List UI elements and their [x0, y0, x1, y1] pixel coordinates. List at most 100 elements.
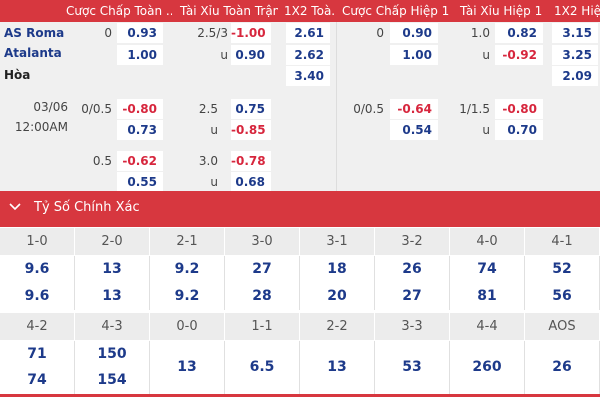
score-label: 3-1	[300, 228, 375, 255]
score-odds-top[interactable]: 9.6	[0, 256, 75, 283]
ou-u-label: u	[220, 48, 228, 62]
score-label: 4-0	[450, 228, 525, 255]
score-odds-top[interactable]: 52	[525, 256, 600, 283]
alt1-hcp-away-odds[interactable]: 0.73	[117, 120, 163, 140]
score-labels-row-2: 4-2 4-3 0-0 1-1 2-2 3-3 4-4 AOS	[0, 313, 600, 340]
header-1x2-full[interactable]: 1X2 Toà...	[278, 0, 336, 22]
alt1-hcp-line: 0/0.5	[81, 102, 112, 116]
score-label: 2-1	[150, 228, 225, 255]
odds-table: AS Roma Atalanta Hòa 03/06 12:00AM 0 0.9…	[0, 22, 600, 192]
chevron-down-icon[interactable]	[8, 199, 22, 213]
score-labels-row-1: 1-0 2-0 2-1 3-0 3-1 3-2 4-0 4-1	[0, 228, 600, 255]
team-home: AS Roma	[4, 26, 65, 40]
score-label: 0-0	[150, 313, 225, 340]
match-date: 03/06	[33, 100, 68, 114]
score-odds-top[interactable]: 26	[375, 256, 450, 283]
match-time: 12:00AM	[14, 120, 68, 134]
h1-x12-away-odds[interactable]: 3.25	[552, 45, 598, 65]
alt1-h1-ou-over-odds[interactable]: -0.80	[495, 99, 543, 119]
score-odds-bottom[interactable]: 74	[0, 367, 75, 394]
score-values-row-2: 71 150 74 154 13 6.5 13 53 260 26	[0, 341, 600, 394]
bottom-border	[0, 394, 600, 397]
alt1-h1-ou-under-odds[interactable]: 0.70	[495, 120, 543, 140]
alt1-h1-hcp-home-odds[interactable]: -0.64	[390, 99, 438, 119]
ou-over-odds[interactable]: -1.00	[231, 23, 271, 43]
score-odds-top[interactable]: 9.2	[150, 256, 225, 283]
score-odds-bottom[interactable]: 20	[300, 283, 375, 310]
score-odds-single[interactable]: 53	[375, 341, 450, 394]
score-odds-top[interactable]: 71	[0, 341, 75, 367]
score-label: AOS	[525, 313, 600, 340]
h1-ou-over-odds[interactable]: 0.82	[495, 23, 543, 43]
alt2-ou-over-odds[interactable]: -0.78	[231, 151, 271, 171]
score-odds-single[interactable]: 26	[525, 341, 600, 394]
score-odds-bottom[interactable]: 28	[225, 283, 300, 310]
alt1-ou-under-odds[interactable]: -0.85	[231, 120, 271, 140]
score-label: 4-1	[525, 228, 600, 255]
score-label: 1-0	[0, 228, 75, 255]
h1-x12-draw-odds[interactable]: 2.09	[552, 66, 598, 86]
score-odds-bottom[interactable]: 13	[75, 283, 150, 310]
alt1-ou-over-odds[interactable]: 0.75	[231, 99, 271, 119]
x12-home-odds[interactable]: 2.61	[286, 23, 330, 43]
x12-away-odds[interactable]: 2.62	[286, 45, 330, 65]
h1-hcp-home-odds[interactable]: 0.90	[390, 23, 438, 43]
score-odds-single[interactable]: 6.5	[225, 341, 300, 394]
header-left-blank	[0, 0, 58, 22]
score-values-row-1: 9.6 13 9.2 27 18 26 74 52 9.6 13 9.2 28 20 27 81 56	[0, 256, 600, 310]
score-odds-bottom[interactable]: 9.2	[150, 283, 225, 310]
h1-hcp-away-odds[interactable]: 1.00	[390, 45, 438, 65]
h1-hcp-line: 0	[376, 26, 384, 40]
alt1-ou-line: 2.5	[198, 102, 218, 116]
score-odds-bottom[interactable]: 27	[375, 283, 450, 310]
ou-line: 2.5/3	[197, 26, 228, 40]
h1-ou-u-label: u	[482, 48, 490, 62]
score-odds-top[interactable]: 150	[75, 341, 150, 367]
score-label: 4-3	[75, 313, 150, 340]
header-hcp-full[interactable]: Cược Chấp Toàn ...	[58, 0, 172, 22]
hcp-away-odds[interactable]: 1.00	[117, 45, 163, 65]
alt2-ou-u-label: u	[210, 175, 218, 189]
score-odds-bottom[interactable]: 56	[525, 283, 600, 310]
alt2-ou-under-odds[interactable]: 0.68	[231, 172, 271, 192]
score-odds-top[interactable]: 18	[300, 256, 375, 283]
score-odds-top[interactable]: 27	[225, 256, 300, 283]
header-ou-full[interactable]: Tài Xỉu Toàn Trận	[172, 0, 278, 22]
header-1x2-h1[interactable]: 1X2 Hiệ...	[550, 0, 600, 22]
correct-score-header[interactable]: Tỷ Số Chính Xác	[0, 191, 600, 227]
score-odds-top[interactable]: 74	[450, 256, 525, 283]
alt1-h1-ou-line: 1/1.5	[459, 102, 490, 116]
hcp-line: 0	[104, 26, 112, 40]
alt1-hcp-home-odds[interactable]: -0.80	[117, 99, 163, 119]
score-odds-single[interactable]: 13	[150, 341, 225, 394]
hcp-home-odds[interactable]: 0.93	[117, 23, 163, 43]
score-odds-single[interactable]: 260	[450, 341, 525, 394]
score-odds-bottom[interactable]: 9.6	[0, 283, 75, 310]
alt1-h1-hcp-away-odds[interactable]: 0.54	[390, 120, 438, 140]
score-label: 3-2	[375, 228, 450, 255]
h1-x12-home-odds[interactable]: 3.15	[552, 23, 598, 43]
x12-draw-odds[interactable]: 3.40	[286, 66, 330, 86]
alt1-h1-hcp-line: 0/0.5	[353, 102, 384, 116]
alt2-hcp-home-odds[interactable]: -0.62	[117, 151, 163, 171]
score-odds-single[interactable]: 13	[300, 341, 375, 394]
alt2-hcp-away-odds[interactable]: 0.55	[117, 172, 163, 192]
h1-ou-under-odds[interactable]: -0.92	[495, 45, 543, 65]
score-odds-bottom[interactable]: 81	[450, 283, 525, 310]
ou-under-odds[interactable]: 0.90	[231, 45, 271, 65]
header-ou-h1[interactable]: Tài Xỉu Hiệp 1	[450, 0, 550, 22]
score-odds-bottom[interactable]: 154	[75, 367, 150, 394]
score-label: 1-1	[225, 313, 300, 340]
score-label: 3-0	[225, 228, 300, 255]
score-label: 2-2	[300, 313, 375, 340]
h1-ou-line: 1.0	[470, 26, 490, 40]
header-hcp-h1[interactable]: Cược Chấp Hiệp 1	[336, 0, 450, 22]
alt1-ou-u-label: u	[210, 123, 218, 137]
score-label: 3-3	[375, 313, 450, 340]
alt1-h1-ou-u-label: u	[482, 123, 490, 137]
score-odds-top[interactable]: 13	[75, 256, 150, 283]
alt2-hcp-line: 0.5	[92, 154, 112, 168]
correct-score-title: Tỷ Số Chính Xác	[34, 200, 140, 215]
score-label: 4-4	[450, 313, 525, 340]
team-draw: Hòa	[4, 68, 31, 82]
